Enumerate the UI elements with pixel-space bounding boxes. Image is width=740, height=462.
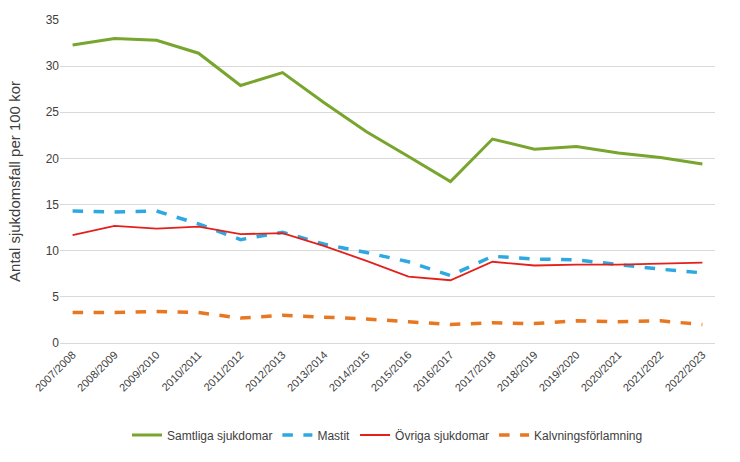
svg-text:Samtliga sjukdomar: Samtliga sjukdomar — [167, 429, 272, 443]
svg-text:35: 35 — [46, 13, 60, 27]
svg-text:2010/2011: 2010/2011 — [159, 349, 204, 394]
svg-text:0: 0 — [52, 336, 59, 350]
svg-text:2018/2019: 2018/2019 — [495, 349, 540, 394]
svg-text:2022/2023: 2022/2023 — [662, 349, 707, 394]
svg-text:2015/2016: 2015/2016 — [369, 349, 414, 394]
svg-text:2012/2013: 2012/2013 — [243, 349, 288, 394]
svg-text:2011/2012: 2011/2012 — [201, 349, 246, 394]
svg-text:2016/2017: 2016/2017 — [411, 349, 456, 394]
svg-text:2008/2009: 2008/2009 — [75, 349, 120, 394]
svg-text:2014/2015: 2014/2015 — [327, 349, 372, 394]
svg-text:20: 20 — [46, 152, 60, 166]
svg-text:2019/2020: 2019/2020 — [536, 349, 581, 394]
svg-text:Kalvningsförlamning: Kalvningsförlamning — [534, 429, 642, 443]
svg-text:2021/2022: 2021/2022 — [620, 349, 665, 394]
svg-text:2013/2014: 2013/2014 — [285, 349, 330, 394]
svg-text:2007/2008: 2007/2008 — [33, 349, 78, 394]
svg-text:10: 10 — [46, 244, 60, 258]
svg-text:15: 15 — [46, 198, 60, 212]
svg-text:2009/2010: 2009/2010 — [117, 349, 162, 394]
svg-text:2017/2018: 2017/2018 — [453, 349, 498, 394]
svg-text:Mastit: Mastit — [317, 429, 350, 443]
svg-text:Antal sjukdomsfall per 100 kor: Antal sjukdomsfall per 100 kor — [6, 81, 23, 282]
svg-text:5: 5 — [52, 290, 59, 304]
svg-text:2020/2021: 2020/2021 — [578, 349, 623, 394]
svg-text:25: 25 — [46, 105, 60, 119]
svg-text:30: 30 — [46, 59, 60, 73]
svg-text:Övriga sjukdomar: Övriga sjukdomar — [395, 429, 489, 443]
